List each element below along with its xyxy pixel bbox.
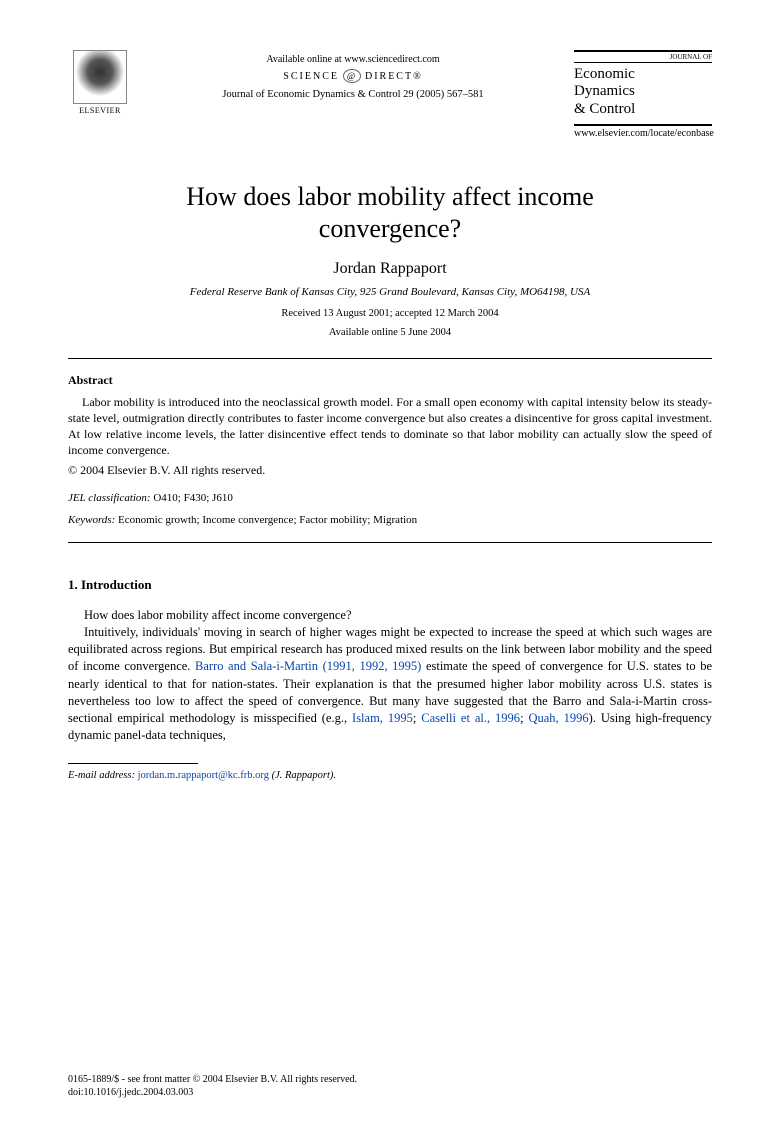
email-label: E-mail address: [68,770,135,781]
rule-above-abstract [68,358,712,359]
abstract-copyright: © 2004 Elsevier B.V. All rights reserved… [68,463,712,478]
page-header: ELSEVIER Available online at www.science… [68,50,712,139]
elsevier-tree-icon [73,50,127,104]
online-date: Available online 5 June 2004 [68,327,712,338]
footnote-rule [68,763,198,764]
journal-reference: Journal of Economic Dynamics & Control 2… [132,89,574,100]
locate-url: www.elsevier.com/locate/econbase [574,128,712,139]
footer-issn: 0165-1889/$ - see front matter © 2004 El… [68,1073,357,1086]
abstract-text: Labor mobility is introduced into the ne… [68,394,712,459]
section-1-heading: 1. Introduction [68,577,712,593]
abstract-heading: Abstract [68,373,712,388]
at-icon: @ [343,69,361,83]
rule-below-keywords [68,542,712,543]
citation-islam[interactable]: Islam, 1995 [352,711,413,725]
header-center: Available online at www.sciencedirect.co… [132,50,574,100]
jb-l1: Economic [574,66,635,82]
sd-left: SCIENCE [283,71,339,82]
email-tail: (J. Rappaport). [269,770,336,781]
article-title: How does labor mobility affect income co… [68,181,712,246]
journal-box-title: Economic Dynamics & Control [574,63,712,126]
jb-l2: Dynamics [574,83,635,99]
citation-barro[interactable]: Barro and Sala-i-Martin (1991, 1992, 199… [195,659,421,673]
sd-right: DIRECT® [365,71,423,82]
author-name: Jordan Rappaport [68,260,712,278]
sciencedirect-logo: SCIENCE @ DIRECT® [132,69,574,83]
jel-codes: O410; F430; J610 [151,492,233,504]
available-online-text: Available online at www.sciencedirect.co… [132,54,574,65]
title-line-2: convergence? [319,214,461,243]
journal-title-box: JOURNAL OF Economic Dynamics & Control w… [574,50,712,139]
footer-doi: doi:10.1016/j.jedc.2004.03.003 [68,1086,357,1099]
author-affiliation: Federal Reserve Bank of Kansas City, 925… [68,286,712,298]
jel-label: JEL classification: [68,492,151,504]
journal-box-top: JOURNAL OF [574,50,712,63]
received-accepted-dates: Received 13 August 2001; accepted 12 Mar… [68,308,712,319]
citation-quah[interactable]: Quah, 1996 [528,711,588,725]
elsevier-logo: ELSEVIER [68,50,132,122]
citation-caselli[interactable]: Caselli et al., 1996 [421,711,520,725]
p2-c: ; [413,711,421,725]
intro-paragraph-1: How does labor mobility affect income co… [68,607,712,624]
footer-meta: 0165-1889/$ - see front matter © 2004 El… [68,1073,357,1099]
keywords-label: Keywords: [68,514,115,526]
title-line-1: How does labor mobility affect income [186,182,593,211]
jb-l3: & Control [574,101,635,117]
jel-classification: JEL classification: O410; F430; J610 [68,492,712,504]
corresponding-email: E-mail address: jordan.m.rappaport@kc.fr… [68,770,712,781]
keywords-text: Economic growth; Income convergence; Fac… [115,514,417,526]
abstract-body: Labor mobility is introduced into the ne… [68,394,712,459]
elsevier-label: ELSEVIER [79,106,121,115]
keywords-line: Keywords: Economic growth; Income conver… [68,514,712,526]
email-link[interactable]: jordan.m.rappaport@kc.frb.org [138,770,269,781]
intro-paragraph-2: Intuitively, individuals' moving in sear… [68,624,712,745]
